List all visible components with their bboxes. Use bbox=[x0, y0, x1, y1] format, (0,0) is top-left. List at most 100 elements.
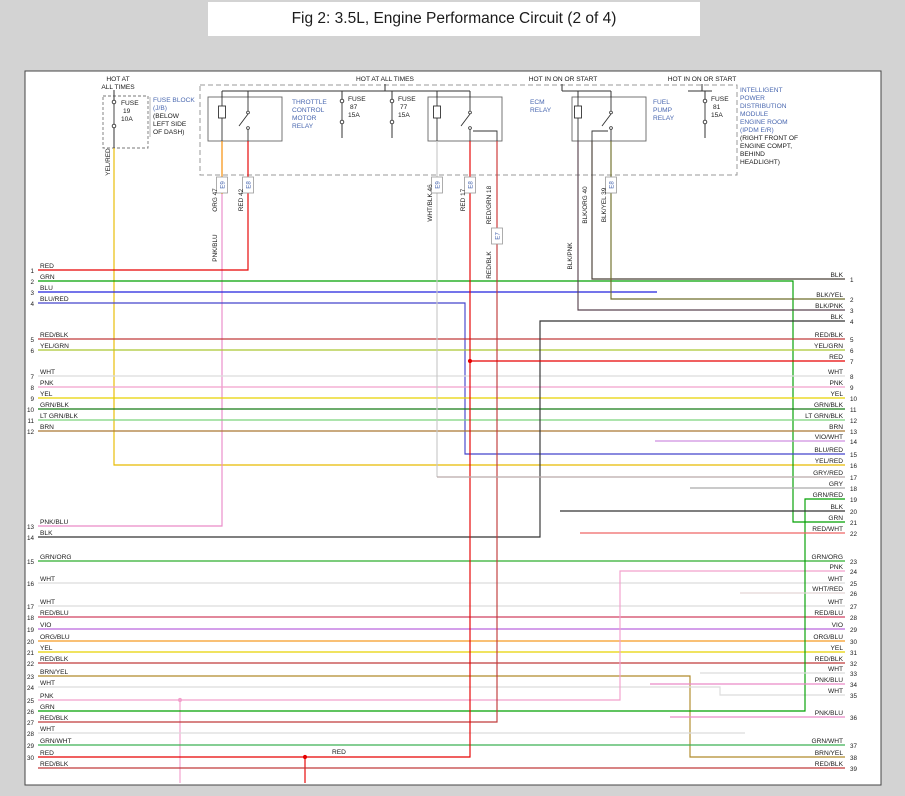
component-label: POWER bbox=[740, 95, 765, 102]
pin-number: 8 bbox=[30, 385, 34, 392]
connector-box bbox=[605, 176, 617, 194]
pin-wire-label: VIO bbox=[832, 622, 843, 629]
pin-number: 23 bbox=[27, 674, 35, 681]
wire bbox=[38, 302, 845, 455]
component-label: MOTOR bbox=[292, 115, 317, 122]
relay-switch-contact bbox=[468, 126, 472, 130]
pin-number: 24 bbox=[850, 569, 858, 576]
pin-number: 12 bbox=[27, 429, 35, 436]
component-label: FUSE bbox=[398, 96, 416, 103]
wire-color-label: BLK/PNK bbox=[567, 242, 574, 270]
pin-wire-label: GRN/WHT bbox=[40, 738, 72, 745]
wire bbox=[38, 280, 845, 523]
component-label: INTELLIGENT bbox=[740, 87, 783, 94]
pin-number: 27 bbox=[850, 604, 858, 611]
fuse-block-box bbox=[102, 95, 149, 149]
pin-wire-label: GRN bbox=[40, 704, 55, 711]
component-label: BEHIND bbox=[740, 151, 765, 158]
wire-color-label: BLK/YEL 39 bbox=[601, 187, 608, 222]
pin-number: 29 bbox=[850, 627, 858, 634]
fuse-symbol bbox=[702, 98, 708, 104]
pin-wire-label: BLK bbox=[40, 530, 53, 537]
pin-wire-label: RED/BLU bbox=[40, 610, 69, 617]
wire bbox=[113, 148, 845, 466]
pin-number: 13 bbox=[27, 524, 35, 531]
pin-number: 18 bbox=[27, 615, 35, 622]
component-label: 87 bbox=[350, 104, 358, 111]
pin-number: 9 bbox=[30, 396, 34, 403]
relay-box bbox=[207, 96, 283, 142]
component-label: HEADLIGHT) bbox=[740, 159, 780, 166]
component-label: 19 bbox=[123, 108, 131, 115]
pin-number: 24 bbox=[27, 685, 35, 692]
relay-box bbox=[571, 96, 647, 142]
relay-switch-pivot bbox=[609, 110, 613, 115]
connector-box bbox=[216, 176, 228, 194]
pin-number: 3 bbox=[30, 290, 34, 297]
pin-wire-label: LT GRN/BLK bbox=[40, 413, 78, 420]
component-label: (J/B) bbox=[153, 105, 167, 112]
pin-wire-label: WHT/RED bbox=[812, 586, 843, 593]
component-label: DISTRIBUTION bbox=[740, 103, 787, 110]
pin-number: 22 bbox=[850, 531, 858, 538]
pin-wire-label: RED bbox=[40, 263, 54, 270]
component-label: ALL TIMES bbox=[101, 84, 135, 91]
wire bbox=[38, 244, 498, 723]
pin-number: 34 bbox=[850, 682, 858, 689]
connector-box bbox=[431, 176, 443, 194]
wire-color-label: RED 42 bbox=[238, 188, 245, 211]
pin-wire-label: RED bbox=[40, 750, 54, 757]
pin-number: 25 bbox=[850, 581, 858, 588]
wire-color-label: RED 17 bbox=[460, 188, 467, 211]
pin-number: 37 bbox=[850, 743, 858, 750]
pin-number: 23 bbox=[850, 559, 858, 566]
pin-number: 7 bbox=[30, 374, 34, 381]
pin-number: 1 bbox=[850, 277, 854, 284]
pin-number: 15 bbox=[850, 452, 858, 459]
component-label: OF DASH) bbox=[153, 129, 185, 136]
pin-wire-label: RED/BLK bbox=[40, 656, 69, 663]
pin-wire-label: GRN/RED bbox=[813, 492, 844, 499]
pin-wire-label: VIO bbox=[40, 622, 51, 629]
component-label: ECM bbox=[530, 99, 545, 106]
wire bbox=[38, 570, 845, 701]
wire bbox=[38, 141, 471, 758]
pin-wire-label: WHT bbox=[40, 369, 55, 376]
pin-wire-label: GRN bbox=[828, 515, 843, 522]
pin-wire-label: BLU bbox=[40, 285, 53, 292]
pin-number: 5 bbox=[850, 337, 854, 344]
junction-dot bbox=[302, 754, 308, 760]
pin-number: 15 bbox=[27, 559, 35, 566]
component-label: RELAY bbox=[653, 115, 675, 122]
pin-number: 1 bbox=[30, 268, 34, 275]
pin-wire-label: WHT bbox=[40, 680, 55, 687]
pin-wire-label: YEL/GRN bbox=[814, 343, 843, 350]
pin-wire-label: WHT bbox=[40, 599, 55, 606]
pin-number: 38 bbox=[850, 755, 858, 762]
pin-wire-label: RED/BLK bbox=[40, 715, 69, 722]
fuse-symbol bbox=[111, 99, 117, 105]
pin-wire-label: PNK bbox=[40, 380, 54, 387]
junction-dot bbox=[467, 358, 473, 364]
pin-number: 4 bbox=[850, 319, 854, 326]
connector-label: E8 bbox=[468, 181, 475, 189]
wire bbox=[591, 141, 845, 280]
pin-wire-label: BLU/RED bbox=[814, 447, 843, 454]
pin-number: 21 bbox=[850, 520, 858, 527]
pin-wire-label: YEL bbox=[40, 645, 53, 652]
pin-number: 17 bbox=[850, 475, 858, 482]
pin-number: 6 bbox=[30, 348, 34, 355]
component-label: FUSE bbox=[348, 96, 366, 103]
wire bbox=[38, 686, 845, 696]
pin-wire-label: GRN/BLK bbox=[40, 402, 70, 409]
wire-color-label: WHT/BLK 46 bbox=[427, 184, 434, 222]
wire bbox=[577, 141, 845, 311]
pin-number: 30 bbox=[850, 639, 858, 646]
pin-wire-label: WHT bbox=[40, 726, 55, 733]
pin-number: 20 bbox=[27, 639, 35, 646]
pin-wire-label: WHT bbox=[828, 576, 843, 583]
wire-color-label: ORG 47 bbox=[212, 188, 219, 212]
component-label: HOT IN ON OR START bbox=[529, 76, 598, 83]
component-label: ENGINE ROOM bbox=[740, 119, 788, 126]
